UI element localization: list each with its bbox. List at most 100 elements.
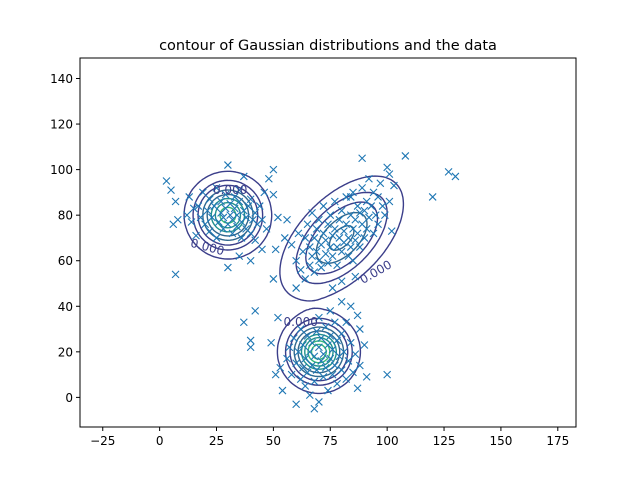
x-tick-label: 100 <box>376 434 399 448</box>
data-point <box>401 152 410 160</box>
data-point <box>271 370 280 379</box>
data-point <box>333 261 341 270</box>
data-point <box>337 247 346 256</box>
data-point <box>228 229 237 238</box>
data-point <box>328 370 337 379</box>
data-point <box>337 297 346 306</box>
data-point <box>315 343 323 352</box>
data-point <box>351 350 360 358</box>
data-point <box>321 250 330 258</box>
data-point <box>374 193 382 201</box>
data-point <box>210 202 219 210</box>
data-point <box>444 168 453 176</box>
data-point <box>385 197 394 206</box>
data-point <box>294 347 303 356</box>
data-point <box>358 183 367 192</box>
data-point <box>269 190 278 199</box>
data-point <box>212 234 221 242</box>
data-point <box>205 227 214 235</box>
data-point <box>342 375 351 384</box>
data-point <box>205 195 214 204</box>
data-point <box>278 386 287 395</box>
data-point <box>390 181 398 190</box>
data-point <box>360 341 369 349</box>
data-point <box>321 322 330 331</box>
data-point <box>330 224 339 233</box>
data-point <box>292 400 301 409</box>
data-point <box>344 357 353 365</box>
data-point <box>324 386 332 395</box>
data-point <box>192 231 200 240</box>
data-point <box>294 229 303 238</box>
data-point <box>324 259 332 267</box>
data-point <box>173 215 182 224</box>
data-point <box>326 332 335 340</box>
data-point <box>305 391 314 399</box>
x-tick-label: 125 <box>433 434 456 448</box>
data-point <box>387 227 396 235</box>
data-point <box>301 354 310 363</box>
data-point <box>171 270 180 279</box>
data-point <box>246 195 255 204</box>
data-point <box>335 215 344 224</box>
data-point <box>189 204 198 213</box>
data-point <box>317 263 326 272</box>
y-tick-label: 80 <box>58 209 73 223</box>
data-point <box>344 234 353 242</box>
data-point <box>321 236 330 245</box>
data-point <box>260 188 269 197</box>
data-point <box>299 341 307 349</box>
data-point <box>285 343 294 352</box>
data-point <box>258 215 266 224</box>
data-point <box>349 368 357 377</box>
data-point <box>187 218 196 226</box>
data-point <box>353 229 362 238</box>
x-tick-label: 25 <box>209 434 224 448</box>
data-point <box>287 370 296 379</box>
data-point <box>271 245 280 254</box>
data-point <box>230 204 239 213</box>
data-point <box>303 220 312 229</box>
data-point <box>242 213 250 222</box>
data-point <box>280 234 289 242</box>
data-point <box>274 213 282 222</box>
data-point <box>333 336 341 345</box>
data-point <box>355 325 364 333</box>
data-point <box>224 263 232 272</box>
plot-frame <box>79 57 577 428</box>
data-points <box>162 152 460 413</box>
y-tick-label: 60 <box>58 254 73 268</box>
contour-level <box>183 170 405 395</box>
data-point <box>349 256 357 265</box>
data-point <box>367 202 376 210</box>
x-tick-label: 75 <box>323 434 338 448</box>
data-point <box>239 318 248 327</box>
data-point <box>328 345 337 354</box>
data-point <box>312 366 321 374</box>
data-point <box>310 377 319 386</box>
data-point <box>299 247 307 256</box>
data-point <box>296 375 305 384</box>
data-point <box>185 193 194 201</box>
data-point <box>342 318 351 327</box>
data-point <box>351 272 360 281</box>
data-point <box>315 215 323 224</box>
data-point <box>312 224 321 233</box>
data-point <box>167 186 175 194</box>
data-point <box>292 359 301 368</box>
data-point <box>244 202 253 210</box>
data-point <box>251 306 260 315</box>
data-point <box>317 357 326 365</box>
data-point <box>330 318 339 327</box>
data-point <box>310 404 319 413</box>
data-point <box>201 220 210 229</box>
data-point <box>235 186 244 194</box>
contour-lines <box>183 170 405 395</box>
data-point <box>283 215 291 224</box>
data-point <box>235 197 244 206</box>
data-point <box>289 334 298 343</box>
data-point <box>196 213 205 222</box>
data-point <box>337 206 346 215</box>
x-tick-label: 0 <box>156 434 164 448</box>
data-point <box>383 163 392 172</box>
